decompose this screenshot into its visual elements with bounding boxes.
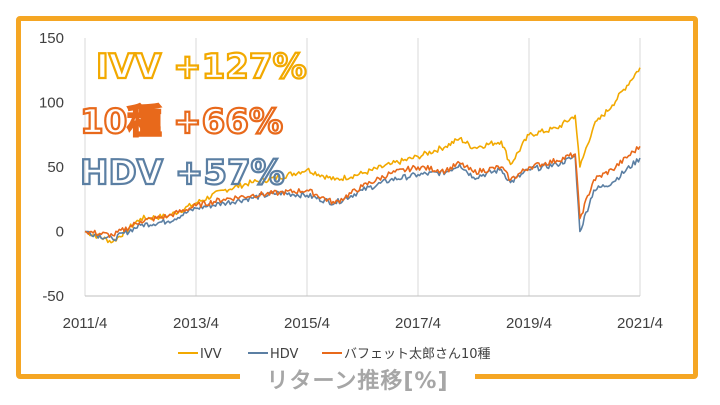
annotations: IVV +127% 10種 +66% HDV +57% — [79, 46, 308, 194]
series-line-ten — [84, 146, 641, 238]
legend: IVV HDV バフェット太郎さん10種 — [178, 346, 491, 362]
y-tick-label: 0 — [56, 224, 64, 241]
legend-label-hdv: HDV — [270, 347, 299, 362]
y-tick-label: -50 — [42, 288, 64, 305]
series-lines — [84, 67, 641, 244]
annotation-ivv: IVV +127% — [96, 47, 307, 87]
y-tick-label: 50 — [47, 159, 64, 176]
legend-label-ivv: IVV — [200, 347, 222, 362]
chart-caption: リターン推移[%] — [240, 366, 475, 398]
y-tick-label: 100 — [39, 95, 64, 112]
y-axis: 150 100 50 0 -50 — [39, 30, 64, 305]
x-axis: 2011/4 2013/4 2015/4 2017/4 2019/4 2021/4 — [63, 315, 663, 332]
x-tick-label: 2011/4 — [63, 315, 108, 332]
legend-label-ten: バフェット太郎さん10種 — [344, 346, 491, 362]
y-tick-label: 150 — [39, 30, 64, 47]
annotation-hdv: HDV +57% — [80, 153, 285, 193]
gridlines — [84, 38, 641, 297]
x-tick-label: 2019/4 — [506, 315, 552, 332]
x-tick-label: 2021/4 — [617, 315, 663, 332]
series-line-hdv — [85, 155, 641, 242]
x-tick-label: 2017/4 — [395, 315, 441, 332]
annotation-ten: 10種 +66% — [80, 102, 283, 142]
x-tick-label: 2015/4 — [284, 315, 330, 332]
x-tick-label: 2013/4 — [173, 315, 219, 332]
